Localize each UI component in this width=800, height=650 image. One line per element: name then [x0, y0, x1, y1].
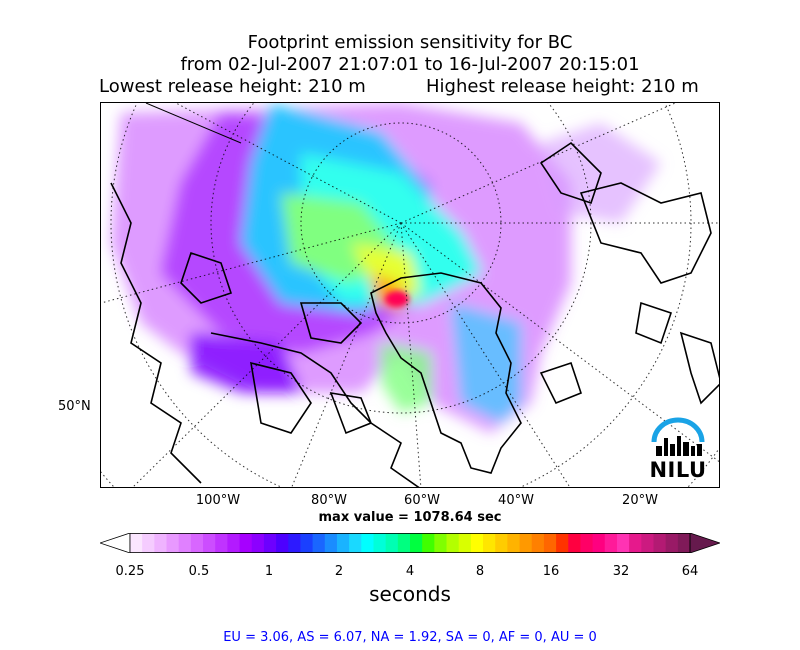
colorbar-segment: [677, 533, 691, 553]
region-stats: EU = 3.06, AS = 6.07, NA = 1.92, SA = 0,…: [223, 630, 597, 645]
max-value: max value = 1078.64 sec: [318, 510, 502, 525]
lon-tick-20w: 20°W: [622, 493, 658, 508]
colorbar-segment: [190, 533, 204, 553]
colorbar-segment: [458, 533, 472, 553]
colorbar-segment: [422, 533, 435, 553]
coastlines: [110, 141, 719, 487]
colorbar-segment: [349, 533, 362, 553]
nilu-logo: NILU: [646, 410, 710, 482]
lon-tick-60w: 60°W: [404, 493, 440, 508]
colorbar-segment: [616, 533, 630, 553]
lon-tick-40w: 40°W: [498, 493, 534, 508]
colorbar-segment: [239, 533, 253, 553]
colorbar-segment: [507, 533, 521, 553]
colorbar-segment: [580, 533, 594, 553]
colorbar-tick-6: 16: [542, 564, 560, 579]
colorbar-tick-2: 1: [264, 564, 274, 579]
colorbar-segment: [385, 533, 399, 553]
colorbar-segment: [251, 533, 265, 553]
colorbar-segment: [410, 533, 423, 553]
highest-release-height: Highest release height: 210 m: [426, 76, 699, 97]
colorbar-segment: [519, 533, 533, 553]
colorbar-unit-label: seconds: [369, 582, 451, 606]
colorbar-segment: [300, 533, 314, 553]
colorbar-segment: [324, 533, 338, 553]
colorbar-segment: [556, 533, 569, 553]
colorbar-tick-5: 8: [475, 564, 485, 579]
colorbar-segment: [531, 533, 545, 553]
colorbar-segment: [495, 533, 508, 553]
colorbar-segment: [434, 533, 448, 553]
nilu-logo-text: NILU: [649, 458, 707, 482]
colorbar-segment: [604, 533, 618, 553]
colorbar-tick-4: 4: [405, 564, 415, 579]
colorbar-segment: [130, 533, 143, 553]
colorbar-segment: [336, 533, 350, 553]
colorbar-segment: [592, 533, 606, 553]
colorbar-segment: [543, 533, 557, 553]
colorbar-segment: [288, 533, 301, 553]
lowest-release-height: Lowest release height: 210 m: [99, 76, 366, 97]
colorbar-segment: [653, 533, 667, 553]
colorbar-segment: [629, 533, 642, 553]
colorbar-segment: [178, 533, 192, 553]
colorbar-tick-0: 0.25: [115, 564, 145, 579]
colorbar-segment: [215, 533, 228, 553]
sensitivity-field: [111, 103, 661, 433]
colorbar-segment: [483, 533, 496, 553]
colorbar-segment: [312, 533, 326, 553]
colorbar-segment: [142, 533, 155, 553]
plot-title-line2: from 02-Jul-2007 21:07:01 to 16-Jul-2007…: [180, 54, 640, 75]
colorbar-segment: [568, 533, 581, 553]
colorbar-tick-8: 64: [681, 564, 699, 579]
plot-title-line1: Footprint emission sensitivity for BC: [247, 32, 573, 53]
colorbar-segment: [203, 533, 216, 553]
colorbar-segment: [446, 533, 460, 553]
colorbar-min-extension: [100, 533, 131, 553]
colorbar-segment: [373, 533, 387, 553]
colorbar-tick-7: 32: [612, 564, 630, 579]
colorbar-tick-1: 0.5: [188, 564, 210, 579]
colorbar-max-extension: [689, 533, 720, 553]
colorbar-segment: [227, 533, 241, 553]
colorbar-segment: [263, 533, 277, 553]
colorbar: [100, 533, 720, 553]
colorbar-segment: [166, 533, 180, 553]
lon-tick-80w: 80°W: [311, 493, 347, 508]
colorbar-border: [129, 533, 691, 553]
colorbar-segment: [154, 533, 168, 553]
colorbar-segment: [276, 533, 289, 553]
lon-tick-100w: 100°W: [195, 493, 241, 508]
colorbar-segment: [397, 533, 411, 553]
footprint-map: [100, 102, 720, 488]
colorbar-segment: [665, 533, 679, 553]
colorbar-tick-3: 2: [334, 564, 344, 579]
colorbar-segment: [361, 533, 374, 553]
lat-tick-50n: 50°N: [58, 399, 91, 414]
colorbar-segment: [470, 533, 484, 553]
colorbar-segment: [641, 533, 654, 553]
